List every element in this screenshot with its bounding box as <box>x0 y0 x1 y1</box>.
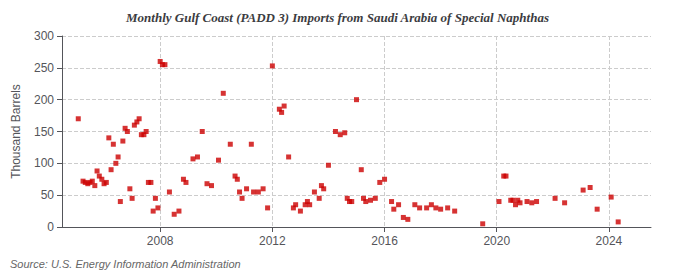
svg-text:50: 50 <box>41 188 55 202</box>
svg-text:Source: U.S. Energy Informatio: Source: U.S. Energy Information Administ… <box>10 258 241 270</box>
svg-text:2024: 2024 <box>596 234 623 248</box>
svg-text:100: 100 <box>34 156 54 170</box>
svg-text:150: 150 <box>34 125 54 139</box>
svg-text:Thousand Barrels: Thousand Barrels <box>9 84 23 179</box>
svg-text:2016: 2016 <box>371 234 398 248</box>
svg-text:300: 300 <box>34 29 54 43</box>
svg-text:2012: 2012 <box>259 234 286 248</box>
svg-text:0: 0 <box>47 220 54 234</box>
svg-text:Monthly Gulf Coast (PADD 3) Im: Monthly Gulf Coast (PADD 3) Imports from… <box>125 10 549 25</box>
svg-text:2008: 2008 <box>147 234 174 248</box>
svg-text:2020: 2020 <box>483 234 510 248</box>
svg-text:250: 250 <box>34 61 54 75</box>
svg-text:200: 200 <box>34 93 54 107</box>
